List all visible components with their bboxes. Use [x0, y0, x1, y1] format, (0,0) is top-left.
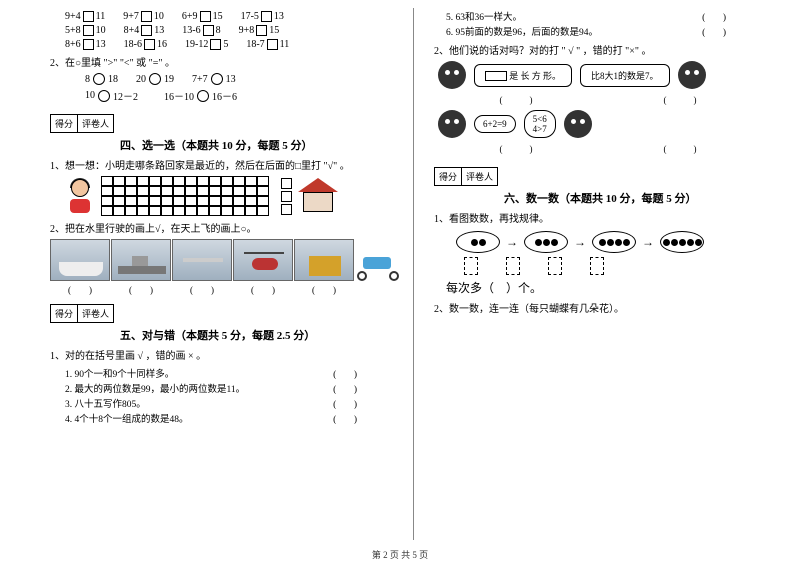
- q2-prompt: 2、在○里填 ">" "<" 或 "=" 。: [50, 54, 401, 69]
- sec4-q2: 2、把在水里行驶的画上√，在天上飞的画上○。: [50, 220, 401, 235]
- vehicle-row: [50, 239, 401, 281]
- speech-bubble: 比8大1的数是7。: [580, 64, 670, 87]
- answer-paren[interactable]: ( ): [50, 283, 110, 296]
- speech-bubble: 6+2=9: [474, 115, 516, 133]
- warship-photo: [111, 239, 171, 281]
- tf-row: 1. 90个一和9个十同样多。 ( ): [65, 366, 401, 380]
- count-box[interactable]: [506, 257, 520, 275]
- child-face-icon: [438, 110, 466, 138]
- plate-row: → → →: [456, 231, 770, 253]
- answer-paren[interactable]: ( ): [500, 93, 533, 106]
- plate-icon: [592, 231, 636, 253]
- grader-label: 评卷人: [78, 115, 113, 132]
- tf-paren[interactable]: ( ): [333, 366, 361, 380]
- count-box[interactable]: [590, 257, 604, 275]
- speech-bubble: 是 长 方 形。: [474, 64, 572, 87]
- count-box[interactable]: [548, 257, 562, 275]
- section-4-title: 四、选一选（本题共 10 分，每题 5 分）: [120, 137, 401, 153]
- arrow-icon: →: [574, 235, 586, 250]
- eq-item: 9+4 11: [65, 11, 105, 22]
- tf-text: 1. 90个一和9个十同样多。: [65, 366, 174, 380]
- vehicle-label-row: ( ) ( ) ( ) ( ) ( ): [50, 283, 401, 296]
- child-face-icon: [564, 110, 592, 138]
- eq-row: 9+411 9+710 6+915 17-513: [65, 11, 401, 22]
- ship-photo: [50, 239, 110, 281]
- dash-box-row: [464, 257, 770, 275]
- path-check-3[interactable]: [281, 204, 292, 215]
- right-column: 5. 63和36一样大。( ) 6. 95前面的数是96，后面的数是94。( )…: [413, 8, 770, 540]
- sec6-q1: 1、看图数数，再找规律。: [434, 210, 770, 225]
- path-check-1[interactable]: [281, 178, 292, 189]
- house-icon: [298, 178, 338, 214]
- sec4-q1: 1、想一想：小明走哪条路回家是最近的，然后在后面的□里打 "√" 。: [50, 157, 401, 172]
- plate-icon: [660, 231, 704, 253]
- plate-icon: [456, 231, 500, 253]
- eq-b: 11: [96, 11, 106, 22]
- plate-icon: [524, 231, 568, 253]
- kid-icon: [65, 179, 95, 213]
- tf-text: 5. 63和36一样大。: [446, 9, 522, 23]
- score-box: 得分 评卷人: [434, 167, 498, 186]
- child-face-icon: [438, 61, 466, 89]
- answer-box[interactable]: [83, 11, 94, 22]
- section-5-title: 五、对与错（本题共 5 分，每题 2.5 分）: [120, 327, 401, 343]
- forklift-photo: [294, 239, 354, 281]
- answer-circle[interactable]: [93, 73, 105, 85]
- speech-row-1: 是 长 方 形。 比8大1的数是7。: [438, 61, 758, 89]
- scooter-icon: [355, 249, 401, 281]
- speech-bubble: 5<6 4>7: [524, 110, 556, 138]
- rectangle-icon: [485, 71, 507, 81]
- left-column: 9+411 9+710 6+915 17-513 5+810 8+413 13-…: [30, 8, 413, 540]
- section-6-title: 六、数一数（本题共 10 分，每题 5 分）: [504, 190, 770, 206]
- score-box: 得分 评卷人: [50, 114, 114, 133]
- maze-block: [65, 176, 401, 216]
- count-box[interactable]: [464, 257, 478, 275]
- sec5-q1: 1、对的在括号里画 √ ，错的画 × 。: [50, 347, 401, 362]
- each-more: 每次多（ ）个。: [446, 279, 770, 296]
- score-label: 得分: [51, 115, 78, 132]
- sec6-q2: 2、数一数，连一连（每只蝴蝶有几朵花）。: [434, 300, 770, 315]
- page-footer: 第 2 页 共 5 页: [0, 548, 800, 561]
- compare-circle-block: 818 2019 7+713 1012－2 16－1016－6: [30, 73, 401, 103]
- compare-square-block: 9+411 9+710 6+915 17-513 5+810 8+413 13-…: [30, 11, 401, 50]
- maze-grid: [101, 176, 269, 216]
- helicopter-photo: [233, 239, 293, 281]
- plane-photo: [172, 239, 232, 281]
- arrow-icon: →: [506, 235, 518, 250]
- path-check-2[interactable]: [281, 191, 292, 202]
- tf-paren[interactable]: ( ): [702, 9, 730, 23]
- speech-row-2: 6+2=9 5<6 4>7: [438, 110, 758, 138]
- right-q2: 2、他们说的话对吗？对的打 " √ " ，错的打 "×" 。: [434, 42, 770, 57]
- score-box: 得分 评卷人: [50, 304, 114, 323]
- eq-a: 9+4: [65, 11, 81, 22]
- child-face-icon: [678, 61, 706, 89]
- arrow-icon: →: [642, 235, 654, 250]
